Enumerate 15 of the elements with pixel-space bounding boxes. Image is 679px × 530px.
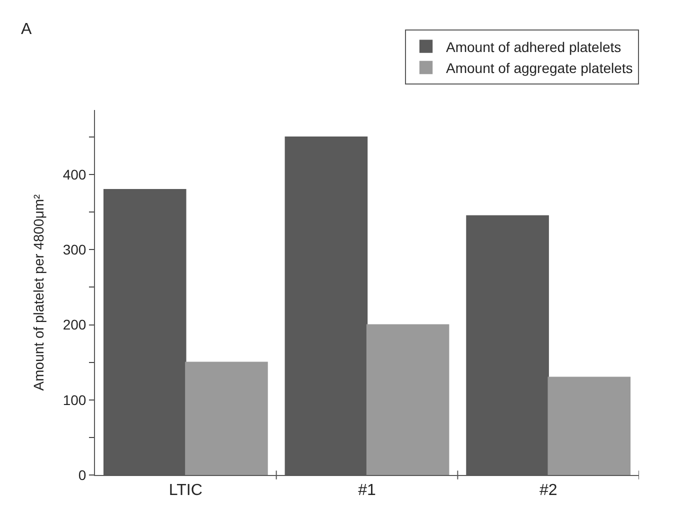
legend-label: Amount of adhered platelets: [446, 38, 622, 55]
x-tick-label: #1: [358, 482, 376, 500]
y-tick-label: 200: [62, 316, 86, 333]
legend-label: Amount of aggregate platelets: [446, 60, 633, 76]
bar: [548, 376, 631, 475]
x-tick-label: #2: [539, 482, 558, 500]
x-tick-label: LTIC: [168, 482, 202, 500]
y-tick-label: 300: [62, 242, 86, 258]
y-tick-label: 100: [62, 392, 86, 408]
y-tick-label: 400: [62, 166, 86, 182]
bar: [366, 324, 450, 475]
y-axis-title: Amount of platelet per 4800μm²: [30, 194, 46, 391]
text: A: [21, 21, 32, 38]
bar: [185, 362, 268, 475]
y-tick-label: 0: [78, 466, 86, 483]
